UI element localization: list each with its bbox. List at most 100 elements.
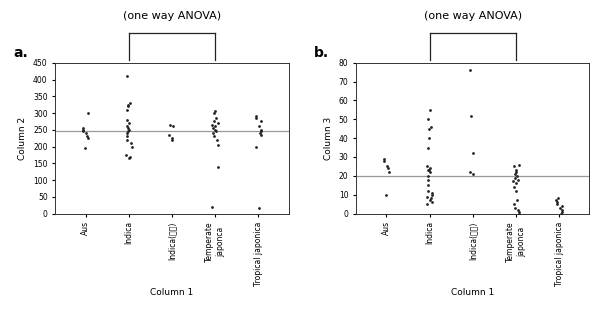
Point — [122, 137, 132, 142]
Point — [511, 168, 521, 173]
Text: (one way ANOVA): (one way ANOVA) — [424, 11, 522, 21]
Point — [256, 132, 266, 137]
Point — [209, 111, 219, 116]
Point — [213, 142, 223, 147]
Point — [168, 136, 177, 141]
Point — [551, 198, 561, 203]
Point — [465, 170, 475, 175]
Point — [513, 177, 523, 182]
Point — [427, 192, 437, 197]
Point — [208, 122, 217, 127]
Point — [381, 192, 391, 197]
Point — [509, 185, 519, 190]
Point — [468, 151, 478, 156]
Point — [124, 127, 134, 132]
Point — [511, 181, 521, 186]
Point — [468, 171, 478, 176]
Point — [210, 124, 220, 129]
Point — [210, 127, 220, 132]
Point — [79, 127, 88, 132]
Point — [122, 117, 131, 122]
Point — [168, 124, 177, 129]
Point — [508, 179, 518, 184]
Point — [256, 129, 266, 134]
Point — [252, 114, 262, 119]
Point — [512, 173, 522, 178]
Point — [383, 166, 393, 171]
Point — [514, 162, 524, 167]
Point — [208, 126, 218, 131]
Point — [379, 158, 389, 163]
Point — [165, 132, 174, 137]
Point — [510, 175, 519, 180]
Point — [84, 136, 93, 141]
Point — [510, 205, 519, 210]
Point — [167, 137, 177, 142]
Point — [212, 121, 222, 126]
Point — [512, 198, 522, 203]
Y-axis label: Column 3: Column 3 — [324, 116, 333, 160]
Point — [165, 122, 175, 127]
Text: a.: a. — [14, 46, 28, 60]
Point — [123, 124, 133, 129]
Point — [121, 152, 131, 157]
Point — [426, 198, 435, 203]
Point — [508, 202, 518, 207]
Point — [425, 170, 435, 175]
Point — [553, 200, 562, 205]
Point — [427, 200, 437, 205]
Point — [208, 204, 217, 209]
Point — [422, 202, 432, 207]
Point — [82, 134, 92, 139]
Point — [81, 131, 91, 136]
Point — [123, 129, 133, 134]
Point — [427, 190, 437, 195]
Point — [422, 183, 432, 188]
Point — [212, 137, 222, 142]
Point — [125, 121, 134, 126]
Point — [513, 207, 523, 212]
Point — [256, 127, 266, 132]
Point — [126, 141, 136, 146]
Point — [211, 129, 221, 134]
Point — [511, 170, 521, 175]
Point — [125, 154, 135, 159]
Point — [424, 168, 433, 173]
Point — [123, 102, 133, 107]
Point — [465, 68, 475, 73]
Point — [509, 164, 519, 169]
Point — [424, 173, 433, 178]
Point — [211, 109, 220, 114]
Point — [556, 211, 565, 216]
Point — [422, 194, 432, 199]
Point — [123, 126, 133, 131]
Point — [255, 131, 265, 136]
Point — [422, 164, 432, 169]
Point — [423, 177, 433, 182]
Text: b.: b. — [314, 46, 329, 60]
Point — [256, 119, 266, 124]
Point — [79, 129, 88, 134]
Point — [379, 156, 389, 161]
Point — [557, 207, 567, 212]
Point — [514, 209, 524, 214]
Point — [125, 156, 134, 161]
Point — [209, 119, 219, 124]
Point — [213, 164, 223, 169]
Point — [514, 211, 524, 216]
Point — [78, 126, 88, 131]
Point — [553, 196, 563, 201]
Point — [211, 116, 221, 121]
Point — [254, 206, 263, 211]
Point — [424, 145, 433, 150]
Point — [251, 116, 261, 121]
Point — [424, 168, 434, 173]
Point — [125, 100, 135, 106]
Point — [555, 205, 565, 210]
Text: (one way ANOVA): (one way ANOVA) — [123, 11, 221, 21]
Point — [254, 124, 264, 129]
Point — [557, 209, 567, 214]
Point — [424, 126, 434, 131]
Point — [382, 164, 392, 169]
Point — [123, 104, 133, 109]
